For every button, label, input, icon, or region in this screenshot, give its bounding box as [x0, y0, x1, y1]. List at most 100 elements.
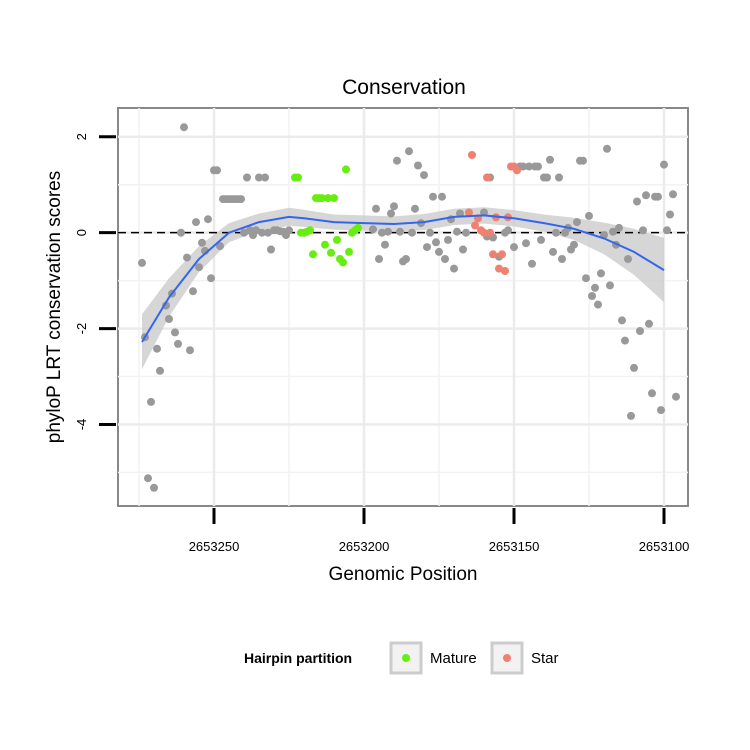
smooth-line — [141, 214, 665, 343]
y-tick-label: -4 — [74, 419, 89, 431]
data-point-mature — [324, 194, 332, 203]
data-point — [519, 162, 527, 171]
data-point — [537, 235, 545, 244]
data-point — [213, 166, 221, 175]
legend: Hairpin partition Mature Star — [244, 641, 559, 675]
data-point — [381, 240, 389, 249]
x-tick-label: 2653100 — [639, 539, 690, 554]
data-point — [648, 389, 656, 398]
data-point-mature — [306, 226, 314, 235]
data-point — [405, 147, 413, 156]
data-point — [603, 144, 611, 153]
legend-label-mature: Mature — [430, 650, 477, 667]
data-point-star — [465, 208, 473, 217]
data-point-mature — [333, 235, 341, 244]
legend-label-star: Star — [531, 650, 559, 667]
x-axis-label: Genomic Position — [329, 564, 478, 585]
data-point — [165, 315, 173, 323]
data-point-star — [495, 264, 503, 273]
data-point — [252, 226, 260, 235]
legend-key-star — [490, 641, 524, 675]
data-point — [372, 204, 380, 213]
data-point-star — [486, 228, 494, 237]
data-point — [375, 255, 383, 263]
data-point — [189, 287, 197, 296]
data-point — [237, 195, 245, 204]
data-point — [198, 238, 206, 247]
plot-panel-border — [117, 107, 689, 507]
data-point — [411, 204, 419, 213]
data-point — [609, 227, 617, 236]
data-point — [240, 228, 248, 237]
data-point — [624, 255, 632, 263]
x-tick-label: 2653250 — [189, 539, 240, 554]
data-point — [639, 226, 647, 235]
data-point — [267, 245, 275, 254]
data-point — [642, 191, 650, 200]
data-point — [594, 300, 602, 309]
data-point — [390, 202, 398, 211]
data-point — [606, 281, 614, 290]
data-point — [243, 173, 251, 182]
data-point — [207, 274, 215, 283]
data-point — [420, 171, 428, 180]
y-axis: 2 0 -2 -4 — [74, 133, 116, 430]
data-point — [621, 336, 629, 345]
points-layer — [138, 123, 680, 492]
chart-title: Conservation — [342, 76, 466, 99]
data-point — [204, 215, 212, 224]
data-point — [195, 263, 203, 272]
data-point — [645, 319, 653, 328]
data-point — [369, 225, 377, 234]
data-point — [627, 411, 635, 420]
data-point — [147, 397, 155, 406]
data-point — [171, 328, 179, 337]
data-point — [669, 190, 677, 199]
data-point — [510, 243, 518, 252]
data-point — [618, 316, 626, 325]
data-point — [633, 197, 641, 206]
data-point — [528, 259, 536, 268]
data-point — [522, 239, 530, 248]
legend-marker-mature — [402, 654, 410, 662]
data-point — [429, 192, 437, 201]
data-point — [384, 227, 392, 236]
data-point-mature — [318, 194, 326, 203]
data-point — [162, 301, 170, 310]
y-tick-label: -2 — [74, 323, 89, 335]
data-point-mature — [342, 165, 350, 174]
data-point — [672, 392, 680, 401]
y-tick-label: 2 — [74, 133, 89, 140]
data-point — [543, 173, 551, 182]
data-point — [138, 258, 146, 267]
data-point-mature — [354, 223, 362, 232]
data-point — [453, 227, 461, 236]
data-point — [597, 269, 605, 278]
data-point — [549, 247, 557, 256]
legend-key-mature — [389, 641, 423, 675]
data-point — [255, 173, 263, 182]
data-point — [408, 228, 416, 237]
data-point — [579, 156, 587, 165]
data-point — [216, 242, 224, 251]
data-point — [423, 243, 431, 252]
data-point — [144, 474, 152, 483]
data-point — [177, 228, 185, 237]
data-point — [402, 255, 410, 263]
data-point — [630, 363, 638, 372]
x-tick-label: 2653150 — [489, 539, 540, 554]
data-point — [450, 264, 458, 273]
data-point — [444, 235, 452, 244]
data-point — [504, 226, 512, 235]
data-point — [258, 228, 266, 237]
data-point — [261, 173, 269, 182]
data-point-mature — [339, 258, 347, 267]
legend-title: Hairpin partition — [244, 650, 352, 666]
data-point — [615, 223, 623, 232]
data-point — [573, 218, 581, 227]
data-point — [654, 192, 662, 201]
data-point-star — [489, 250, 497, 259]
data-point-star — [513, 166, 521, 175]
data-point — [186, 346, 194, 355]
data-point-mature — [327, 248, 335, 257]
